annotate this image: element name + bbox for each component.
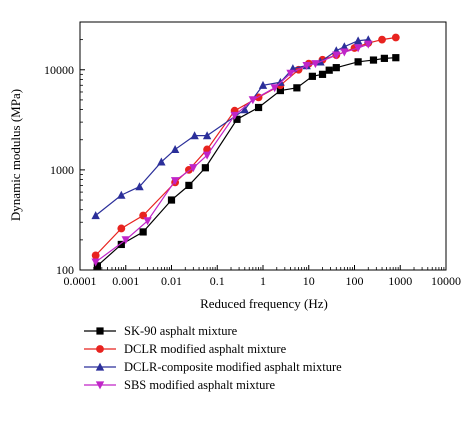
data-point [380, 54, 388, 62]
data-point [353, 36, 363, 45]
data-point [233, 115, 241, 123]
series-line [95, 36, 396, 256]
data-point [91, 251, 100, 260]
data-point [170, 145, 180, 154]
x-tick-label: 0.0001 [64, 274, 97, 288]
x-tick-label: 10000 [431, 274, 461, 288]
x-axis-title: Reduced frequency (Hz) [200, 296, 328, 311]
legend-label: SBS modified asphalt mixture [124, 378, 275, 392]
data-point [157, 157, 166, 166]
data-point [332, 64, 340, 72]
plot-area-border [79, 21, 447, 271]
x-tick-label: 1 [260, 274, 266, 288]
legend-marker [95, 381, 105, 390]
legend-marker [96, 345, 104, 353]
series-2 [91, 33, 400, 260]
legend-entry-2: DCLR modified asphalt mixture [84, 342, 287, 356]
data-point [170, 177, 180, 186]
data-point [202, 131, 212, 140]
data-point [276, 86, 284, 95]
legend: SK-90 asphalt mixture DCLR modified aspha… [84, 324, 342, 392]
legend-entry-3: DCLR-composite modified asphalt mixture [84, 360, 342, 374]
y-axis-title: Dynamic modulus (MPa) [8, 89, 23, 221]
x-tick-label: 0.01 [161, 274, 182, 288]
x-tick-label: 100 [346, 274, 364, 288]
x-tick-label: 0.1 [210, 274, 225, 288]
data-point [332, 51, 341, 60]
data-point [258, 80, 268, 89]
series-line [95, 43, 369, 263]
data-point [248, 96, 258, 105]
legend-marker [96, 327, 104, 335]
y-tick-label: 1000 [50, 163, 74, 177]
data-point [311, 60, 320, 69]
x-tick-label: 0.001 [112, 274, 139, 288]
data-point [392, 54, 400, 62]
x-tick-label: 10 [303, 274, 315, 288]
data-point [143, 217, 152, 226]
legend-marker [95, 362, 105, 371]
legend-label: SK-90 asphalt mixture [124, 324, 238, 338]
data-point [185, 181, 193, 189]
data-point [308, 72, 316, 80]
data-point [293, 84, 301, 92]
legend-label: DCLR modified asphalt mixture [124, 342, 287, 356]
data-point [121, 236, 130, 245]
data-point [302, 62, 311, 71]
data-point [353, 44, 363, 53]
data-point [230, 111, 239, 120]
series-1 [93, 54, 400, 270]
x-tick-label: 1000 [388, 274, 412, 288]
data-point [340, 42, 349, 51]
legend-label: DCLR-composite modified asphalt mixture [124, 360, 342, 374]
data-point [354, 58, 362, 66]
y-tick-label: 10000 [44, 63, 74, 77]
data-point [91, 258, 100, 267]
data-point [254, 103, 263, 112]
data-point [270, 84, 279, 93]
data-point [201, 164, 209, 172]
data-point [135, 182, 144, 191]
data-point [240, 105, 249, 114]
series-3 [91, 35, 373, 220]
data-point [364, 40, 373, 49]
data-point [202, 151, 212, 160]
data-point [190, 131, 199, 140]
data-point [139, 228, 147, 236]
data-point [167, 196, 176, 204]
legend-entry-4: SBS modified asphalt mixture [84, 378, 275, 392]
data-point [325, 66, 333, 74]
data-point [93, 262, 101, 270]
data-point [378, 35, 386, 44]
series-4 [91, 40, 373, 267]
data-point [286, 69, 295, 78]
data-point [117, 224, 126, 233]
data-point [340, 48, 349, 57]
legend-entry-1: SK-90 asphalt mixture [84, 324, 238, 338]
data-point [189, 164, 198, 173]
data-point [117, 240, 125, 249]
y-tick-label: 100 [56, 263, 74, 277]
data-point [91, 211, 100, 220]
data-point [369, 56, 378, 64]
data-point [318, 70, 327, 78]
data-point [117, 190, 126, 199]
data-point [391, 33, 400, 42]
